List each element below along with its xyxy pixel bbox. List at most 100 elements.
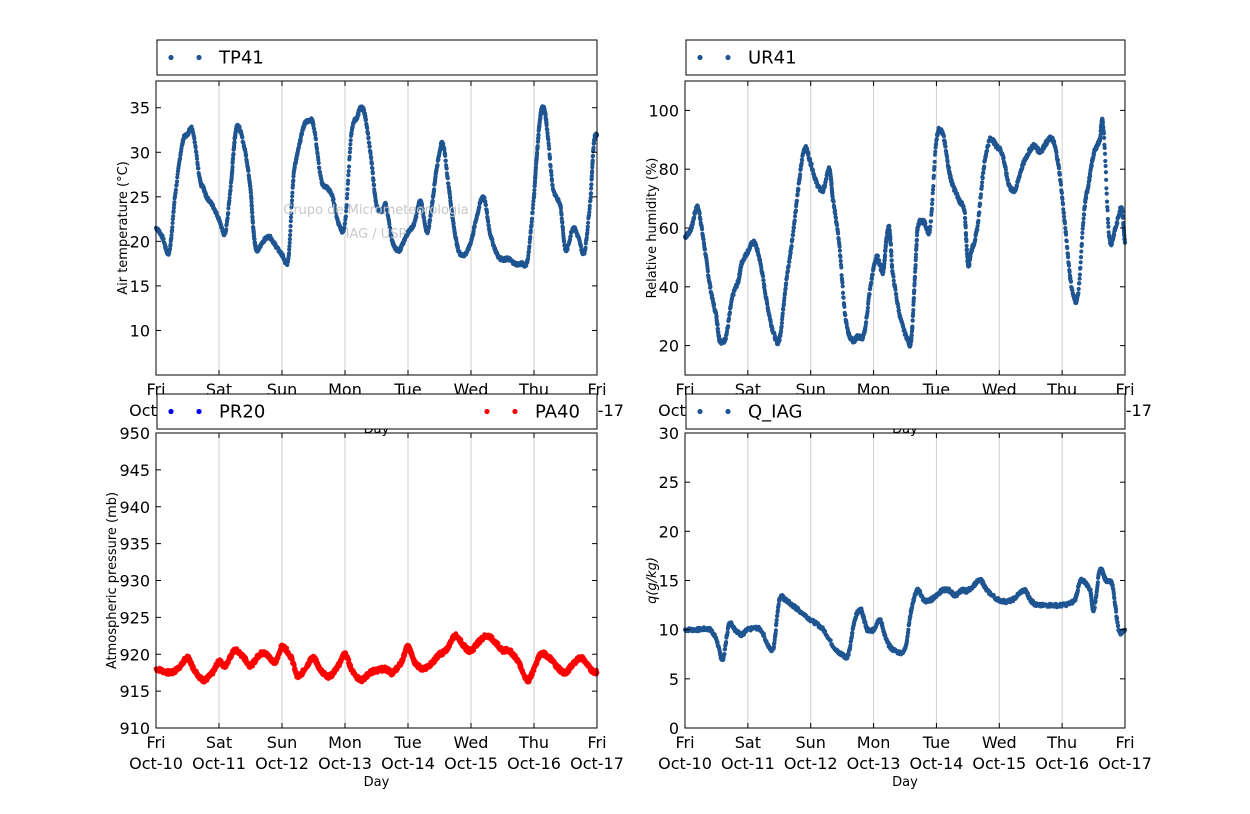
data-point bbox=[484, 203, 488, 207]
data-point bbox=[348, 155, 352, 159]
data-point bbox=[529, 229, 533, 233]
data-point bbox=[891, 275, 895, 279]
data-point bbox=[195, 157, 199, 161]
data-point bbox=[1078, 266, 1082, 270]
data-point bbox=[346, 187, 350, 191]
data-point bbox=[887, 224, 891, 228]
data-point bbox=[1064, 233, 1068, 237]
data-point bbox=[914, 252, 918, 256]
data-point bbox=[346, 179, 350, 183]
data-point bbox=[928, 225, 932, 229]
data-point bbox=[240, 135, 244, 139]
data-point bbox=[1103, 146, 1107, 150]
data-point bbox=[982, 165, 986, 169]
data-point bbox=[1106, 208, 1110, 212]
data-point bbox=[589, 196, 593, 200]
data-point bbox=[1077, 287, 1081, 291]
data-point bbox=[532, 188, 536, 192]
data-point bbox=[288, 241, 292, 245]
data-point bbox=[287, 244, 291, 248]
data-point bbox=[175, 180, 179, 184]
data-point bbox=[171, 221, 175, 225]
data-point bbox=[726, 324, 730, 328]
legend-label: TP41 bbox=[218, 48, 264, 69]
data-point bbox=[915, 243, 919, 247]
data-point bbox=[798, 172, 802, 176]
data-point bbox=[781, 308, 785, 312]
data-point bbox=[589, 191, 593, 195]
data-point bbox=[446, 176, 450, 180]
data-point bbox=[793, 219, 797, 223]
y-tick-label: 80 bbox=[659, 160, 679, 179]
data-point bbox=[349, 138, 353, 142]
data-point bbox=[1090, 164, 1094, 168]
data-point bbox=[981, 176, 985, 180]
data-point bbox=[473, 224, 477, 228]
data-point bbox=[1057, 166, 1061, 170]
data-point bbox=[289, 224, 293, 228]
data-point bbox=[445, 166, 449, 170]
data-point bbox=[372, 183, 376, 187]
data-point bbox=[444, 159, 448, 163]
data-point bbox=[224, 227, 228, 231]
data-point bbox=[1088, 174, 1092, 178]
data-point bbox=[1102, 136, 1106, 140]
data-point bbox=[810, 162, 814, 166]
data-point bbox=[1081, 221, 1085, 225]
data-point bbox=[789, 251, 793, 255]
data-point bbox=[1104, 178, 1108, 182]
data-point bbox=[290, 194, 294, 198]
data-point bbox=[1104, 164, 1108, 168]
data-point bbox=[964, 225, 968, 229]
data-point bbox=[331, 197, 335, 201]
data-point bbox=[1106, 225, 1110, 229]
data-point bbox=[911, 319, 915, 323]
data-point bbox=[583, 246, 587, 250]
data-point bbox=[311, 122, 315, 126]
data-point bbox=[1101, 120, 1105, 124]
data-point bbox=[343, 222, 347, 226]
y-tick-label: 20 bbox=[659, 337, 679, 356]
data-point bbox=[973, 237, 977, 241]
data-point bbox=[1061, 202, 1065, 206]
data-point bbox=[371, 178, 375, 182]
data-point bbox=[893, 288, 897, 292]
data-point bbox=[251, 221, 255, 225]
data-point bbox=[226, 206, 230, 210]
y-axis-label: Relative humidity (%) bbox=[645, 158, 660, 299]
y-tick-label: 15 bbox=[130, 277, 150, 296]
data-point bbox=[1103, 152, 1107, 156]
data-point bbox=[912, 296, 916, 300]
data-point bbox=[791, 233, 795, 237]
data-point bbox=[932, 174, 936, 178]
data-point bbox=[795, 199, 799, 203]
data-point bbox=[839, 259, 843, 263]
data-point bbox=[942, 134, 946, 138]
data-point bbox=[912, 288, 916, 292]
data-point bbox=[371, 171, 375, 175]
data-point bbox=[226, 216, 230, 220]
data-point bbox=[890, 265, 894, 269]
data-point bbox=[727, 317, 731, 321]
legend-marker bbox=[725, 55, 730, 60]
data-point bbox=[931, 191, 935, 195]
data-point bbox=[174, 188, 178, 192]
data-point bbox=[761, 274, 765, 278]
data-point bbox=[1105, 200, 1109, 204]
data-point bbox=[877, 258, 881, 262]
data-point bbox=[883, 253, 887, 257]
data-point bbox=[842, 296, 846, 300]
data-point bbox=[589, 186, 593, 190]
data-point bbox=[732, 293, 736, 297]
y-tick-label: 100 bbox=[648, 101, 679, 120]
data-point bbox=[778, 338, 782, 342]
data-point bbox=[590, 169, 594, 173]
data-point bbox=[171, 214, 175, 218]
data-point bbox=[914, 263, 918, 267]
data-point bbox=[435, 163, 439, 167]
data-point bbox=[932, 165, 936, 169]
data-point bbox=[784, 281, 788, 285]
chart-bottom-left: FriOct-10SatOct-11SunOct-12MonOct-13TueO… bbox=[105, 394, 624, 790]
data-point bbox=[700, 227, 704, 231]
data-point bbox=[535, 151, 539, 155]
